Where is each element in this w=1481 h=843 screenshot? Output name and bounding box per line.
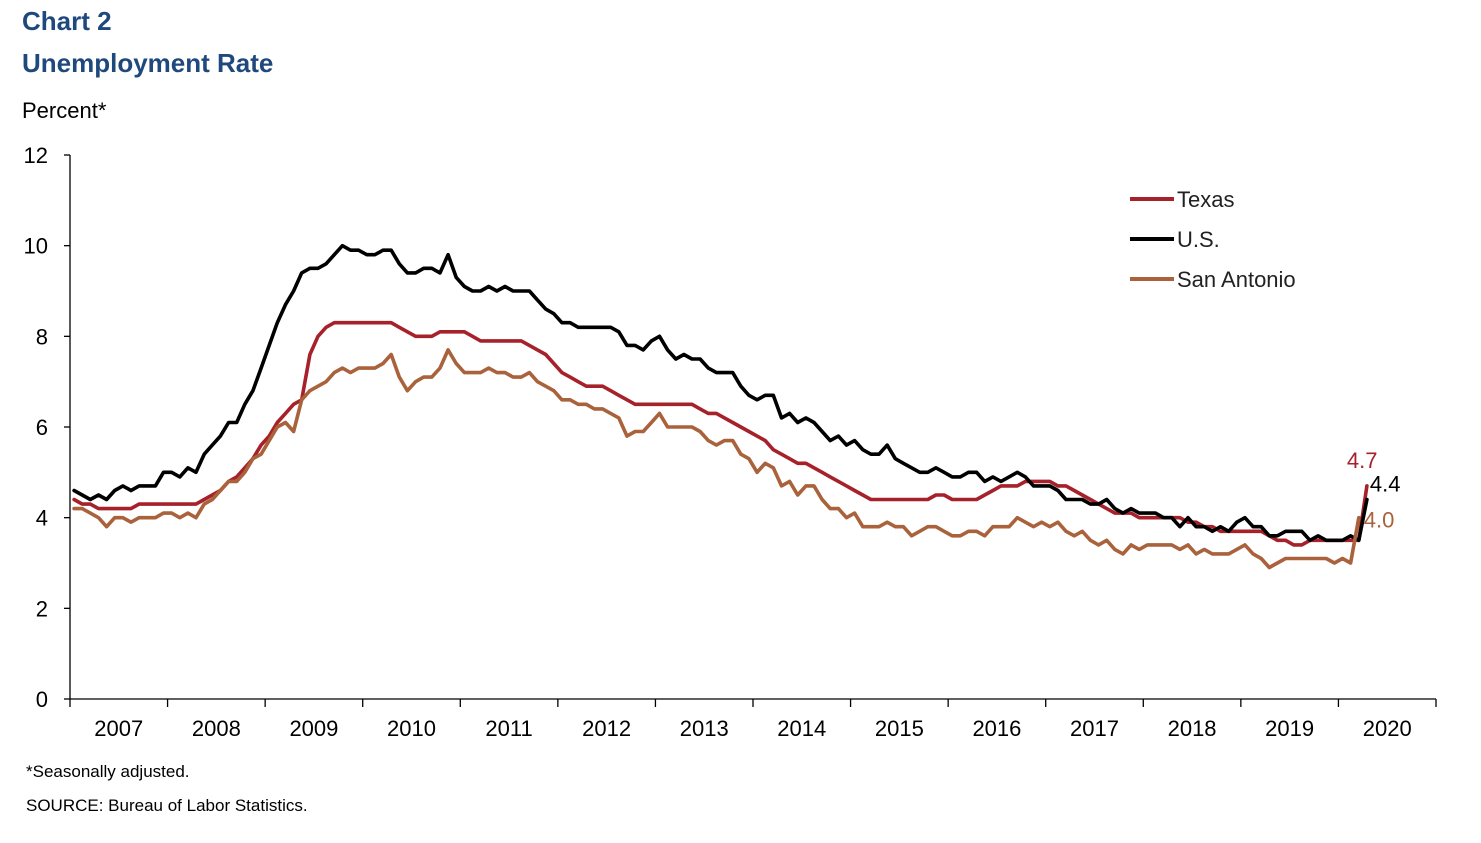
series-line-texas — [72, 320, 1369, 547]
source-note: SOURCE: Bureau of Labor Statistics. — [26, 796, 308, 815]
x-tick-label: 2012 — [582, 716, 631, 741]
x-tick-label: 2014 — [777, 716, 826, 741]
x-tick-label: 2019 — [1265, 716, 1314, 741]
y-tick-label: 0 — [36, 687, 48, 712]
axes: 0 2 4 6 8 10 12 2007 2008 2009 2010 2011 2012 2013 201… — [24, 143, 1437, 741]
footnote: *Seasonally adjusted. — [26, 762, 190, 781]
y-tick-label: 12 — [24, 143, 48, 168]
chart-label: Chart 2 — [22, 6, 112, 36]
x-tick-label: 2011 — [485, 716, 532, 741]
x-tick-label: 2013 — [680, 716, 729, 741]
series-line-san-antonio — [72, 348, 1361, 570]
series-line-u-s- — [72, 243, 1369, 543]
x-tick-label: 2018 — [1168, 716, 1217, 741]
y-axis-label: Percent* — [22, 98, 107, 123]
end-label-texas: 4.7 — [1347, 448, 1378, 473]
x-tick-label: 2020 — [1363, 716, 1412, 741]
x-tick-label: 2016 — [972, 716, 1021, 741]
end-label-san-antonio: 4.0 — [1364, 508, 1395, 533]
x-tick-label: 2008 — [192, 716, 241, 741]
legend-label-san-antonio: San Antonio — [1177, 267, 1296, 292]
y-tick-label: 6 — [36, 415, 48, 440]
x-tick-label: 2007 — [94, 716, 143, 741]
y-tick-label: 10 — [24, 234, 48, 259]
x-tick-label: 2017 — [1070, 716, 1119, 741]
x-tick-label: 2015 — [875, 716, 924, 741]
end-label-u-s-: 4.4 — [1370, 472, 1401, 497]
chart-title: Unemployment Rate — [22, 48, 274, 78]
y-tick-label: 8 — [36, 324, 48, 349]
series-lines — [72, 243, 1369, 570]
legend-label-texas: Texas — [1177, 187, 1234, 212]
legend-label-u-s-: U.S. — [1177, 227, 1220, 252]
y-tick-label: 4 — [36, 506, 48, 531]
legend: Texas U.S. San Antonio — [1130, 187, 1296, 292]
x-tick-label: 2010 — [387, 716, 436, 741]
y-tick-label: 2 — [36, 596, 48, 621]
line-chart: 0 2 4 6 8 10 12 2007 2008 2009 2010 2011 2012 2013 201… — [24, 143, 1437, 741]
end-labels: 4.74.4 4.0 — [1347, 448, 1401, 533]
x-tick-label: 2009 — [289, 716, 338, 741]
